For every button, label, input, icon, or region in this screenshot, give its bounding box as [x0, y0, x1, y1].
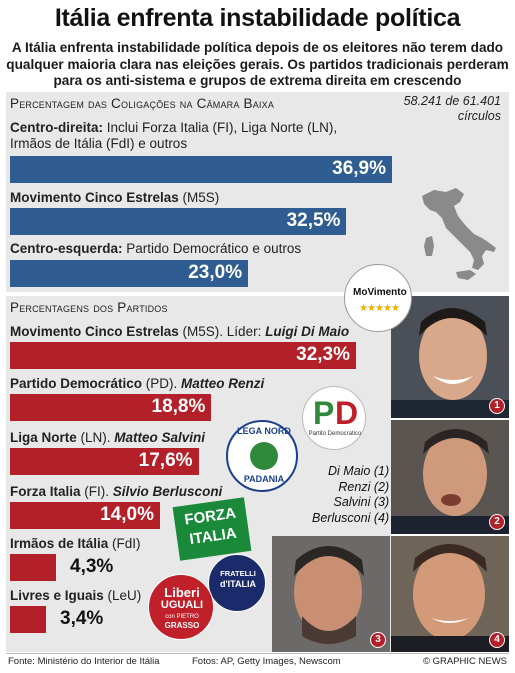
- coalition-value: 32,5%: [286, 210, 341, 231]
- lega-nord-logo: LEGA NORD PADANIA: [226, 420, 298, 492]
- party-label-ln: Liga Norte (LN). Matteo Salvini: [10, 430, 206, 445]
- party-label-pd: Partido Democrático (PD). Matteo Renzi: [10, 376, 265, 391]
- italy-map-icon: [422, 188, 496, 280]
- coalition-bar-centro-direita: 36,9%: [10, 156, 392, 183]
- coalition-value: 36,9%: [332, 158, 386, 179]
- photo-number-4: 4: [489, 632, 505, 648]
- party-bar-fi: 14,0%: [10, 502, 160, 529]
- party-label-fi: Forza Italia (FI). Silvio Berlusconi: [10, 484, 223, 499]
- party-label-fdi: Irmãos de Itália (FdI): [10, 536, 141, 551]
- forza-italia-logo: FORZA ITALIA: [172, 497, 252, 561]
- coalition-bar-m5s: 32,5%: [10, 208, 347, 235]
- party-value: 18,8%: [151, 396, 206, 417]
- photo-number-2: 2: [489, 514, 505, 530]
- leaders-legend: Di Maio (1) Renzi (2) Salvini (3) Berlus…: [312, 464, 390, 525]
- coalitions-heading: Percentagem das Coligações na Câmara Bai…: [10, 96, 275, 111]
- photo-salvini: 3: [272, 536, 390, 652]
- pd-logo: P D Partito Democratico: [302, 386, 366, 450]
- party-label-leu: Livres e Iguais (LeU): [10, 588, 142, 603]
- page-title: Itália enfrenta instabilidade política: [54, 4, 461, 32]
- party-bar-leu: [10, 606, 47, 633]
- photo-number-3: 3: [370, 632, 386, 648]
- photo-renzi: 2: [391, 420, 509, 534]
- party-value: 17,6%: [138, 450, 193, 471]
- party-label-m5s: Movimento Cinco Estrelas (M5S). Líder: L…: [10, 324, 350, 339]
- party-value-fdi: 4,3%: [70, 556, 114, 577]
- coalition-label-centro-direita: Centro-direita: Inclui Forza Italia (FI)…: [10, 120, 338, 151]
- party-bar-fdi: [10, 554, 57, 581]
- party-bar-pd: 18,8%: [10, 394, 212, 421]
- photo-berlusconi: 4: [391, 536, 509, 652]
- circulos-counter: 58.241 de 61.401 círculos: [403, 94, 501, 123]
- party-value-leu: 3,4%: [60, 608, 104, 629]
- party-bar-ln: 17,6%: [10, 448, 199, 475]
- footer-source: Fonte: Ministério do Interior de Itália: [8, 656, 160, 667]
- parties-heading: Percentagens dos Partidos: [10, 300, 168, 315]
- m5s-logo: MoVimento ★★★★★: [344, 264, 412, 332]
- coalition-value: 23,0%: [188, 262, 243, 283]
- party-value: 32,3%: [296, 344, 350, 365]
- fratelli-italia-logo: FRATELLI d'ITALIA: [208, 554, 266, 612]
- coalition-label-m5s: Movimento Cinco Estrelas (M5S): [10, 190, 220, 205]
- coalition-bar-centro-esquerda: 23,0%: [10, 260, 249, 287]
- party-bar-m5s: 32,3%: [10, 342, 356, 369]
- party-value: 14,0%: [100, 504, 154, 525]
- coalitions-panel: Percentagem das Coligações na Câmara Bai…: [6, 92, 509, 292]
- footer-divider: [6, 653, 509, 654]
- footer-copyright: © GRAPHIC NEWS: [422, 656, 507, 667]
- footer-photos: Fotos: AP, Getty Images, Newscom: [192, 656, 341, 667]
- page-subtitle: A Itália enfrenta instabilidade política…: [6, 40, 509, 88]
- leu-logo: Liberi UGUALI con PIETRO GRASSO: [148, 574, 214, 640]
- photo-di-maio: 1: [391, 296, 509, 418]
- photo-number-1: 1: [489, 398, 505, 414]
- coalition-label-centro-esquerda: Centro-esquerda: Partido Democrático e o…: [10, 241, 302, 256]
